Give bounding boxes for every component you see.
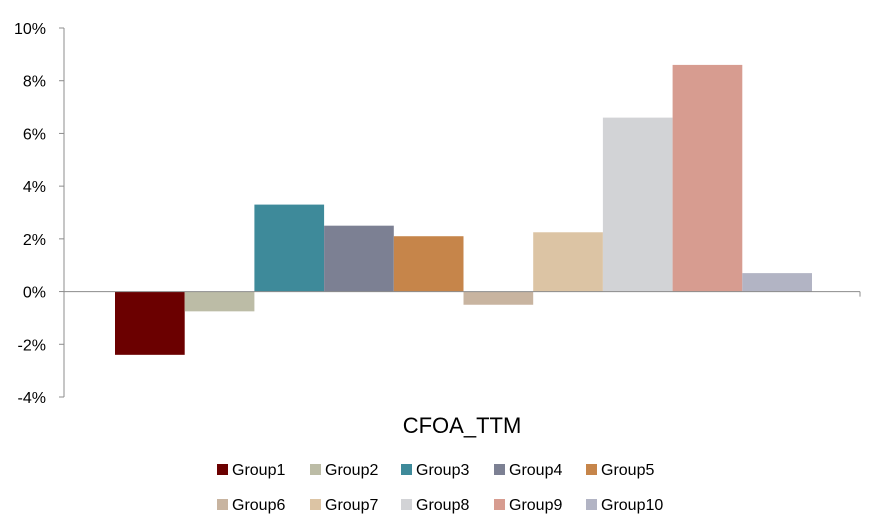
bars — [115, 64, 812, 355]
bar-group4 — [324, 225, 394, 292]
y-tick-label: -2% — [18, 337, 46, 354]
legend-label: Group7 — [325, 497, 378, 514]
legend-label: Group9 — [509, 497, 562, 514]
legend-swatch — [217, 499, 228, 510]
bar-group7 — [533, 232, 603, 292]
legend-item-group9: Group9 — [494, 497, 562, 514]
legend-swatch — [310, 464, 321, 475]
legend-item-group6: Group6 — [217, 497, 285, 514]
y-tick-label: 2% — [23, 232, 46, 249]
bar-group6 — [463, 291, 534, 305]
legend-label: Group5 — [601, 462, 654, 479]
x-axis: CFOA_TTM — [63, 291, 861, 438]
y-tick-label: 8% — [23, 74, 46, 91]
legend-label: Group6 — [232, 497, 285, 514]
bar-group10 — [742, 273, 812, 292]
y-tick-label: 6% — [23, 126, 46, 143]
legend-label: Group3 — [416, 462, 469, 479]
legend-label: Group10 — [601, 497, 663, 514]
legend-label: Group1 — [232, 462, 285, 479]
y-tick-label: 0% — [23, 285, 46, 302]
legend: Group1 Group2 Group3 Group4 Group5 Group6 Grou… — [217, 462, 663, 514]
bar-group5 — [393, 236, 464, 292]
y-tick-label: 4% — [23, 179, 46, 196]
legend-swatch — [310, 499, 321, 510]
legend-swatch — [217, 464, 228, 475]
legend-swatch — [494, 499, 505, 510]
y-axis: -4% -2% 0% 2% 4% 6% 8% 10% — [14, 21, 65, 407]
legend-item-group3: Group3 — [401, 462, 469, 479]
legend-item-group10: Group10 — [586, 497, 663, 514]
legend-item-group8: Group8 — [401, 497, 469, 514]
bar-group2 — [184, 291, 255, 312]
legend-item-group2: Group2 — [310, 462, 378, 479]
legend-swatch — [586, 464, 597, 475]
bar-group9 — [672, 64, 743, 292]
y-tick-label: -4% — [18, 390, 46, 407]
legend-label: Group8 — [416, 497, 469, 514]
y-tick-label: 10% — [14, 21, 46, 38]
bar-group3 — [254, 204, 325, 292]
legend-item-group5: Group5 — [586, 462, 654, 479]
legend-item-group1: Group1 — [217, 462, 285, 479]
legend-label: Group2 — [325, 462, 378, 479]
bar-group1 — [115, 291, 185, 355]
legend-swatch — [401, 464, 412, 475]
legend-swatch — [586, 499, 597, 510]
x-category-label: CFOA_TTM — [403, 413, 522, 438]
legend-label: Group4 — [509, 462, 562, 479]
legend-swatch — [494, 464, 505, 475]
legend-swatch — [401, 499, 412, 510]
legend-item-group4: Group4 — [494, 462, 562, 479]
bar-group8 — [602, 117, 673, 292]
legend-item-group7: Group7 — [310, 497, 378, 514]
